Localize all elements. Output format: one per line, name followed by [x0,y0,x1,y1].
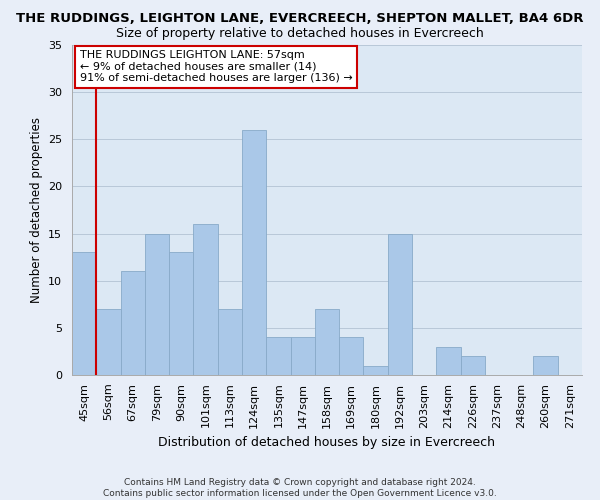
Bar [388,234,412,375]
Bar [72,252,96,375]
Text: THE RUDDINGS LEIGHTON LANE: 57sqm
← 9% of detached houses are smaller (14)
91% o: THE RUDDINGS LEIGHTON LANE: 57sqm ← 9% o… [80,50,352,83]
X-axis label: Distribution of detached houses by size in Evercreech: Distribution of detached houses by size … [158,436,496,449]
Bar [436,346,461,375]
Bar [315,309,339,375]
Bar [242,130,266,375]
Text: Contains HM Land Registry data © Crown copyright and database right 2024.
Contai: Contains HM Land Registry data © Crown c… [103,478,497,498]
Text: THE RUDDINGS, LEIGHTON LANE, EVERCREECH, SHEPTON MALLET, BA4 6DR: THE RUDDINGS, LEIGHTON LANE, EVERCREECH,… [16,12,584,26]
Bar [461,356,485,375]
Bar [218,309,242,375]
Bar [533,356,558,375]
Bar [364,366,388,375]
Text: Size of property relative to detached houses in Evercreech: Size of property relative to detached ho… [116,28,484,40]
Bar [193,224,218,375]
Bar [169,252,193,375]
Y-axis label: Number of detached properties: Number of detached properties [29,117,43,303]
Bar [266,338,290,375]
Bar [290,338,315,375]
Bar [121,272,145,375]
Bar [96,309,121,375]
Bar [339,338,364,375]
Bar [145,234,169,375]
